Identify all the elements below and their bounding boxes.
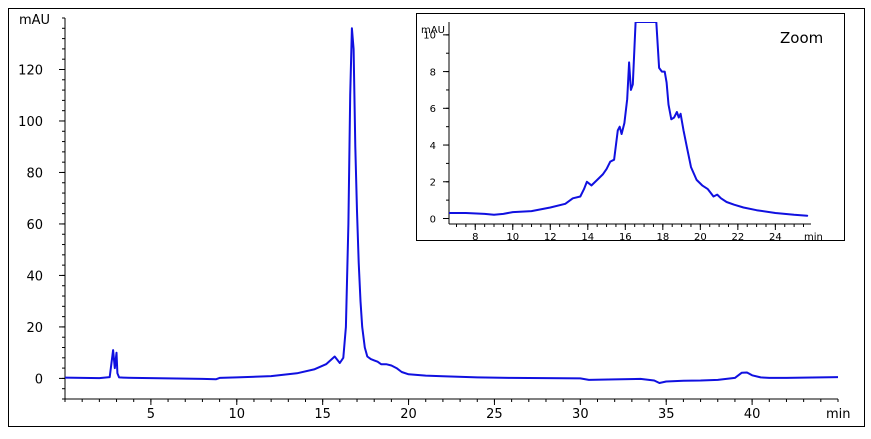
- x-tick-label: 8: [472, 232, 478, 243]
- x-tick-label: 40: [744, 407, 761, 422]
- x-tick-label: 18: [656, 232, 669, 243]
- y-tick-label: 100: [18, 115, 43, 130]
- y-tick-label: 4: [430, 141, 436, 152]
- x-tick-label: 20: [694, 232, 707, 243]
- y-tick-label: 120: [18, 63, 43, 78]
- y-axis-label: mAU: [421, 25, 445, 36]
- y-tick-label: 40: [26, 269, 43, 284]
- chromatogram-trace: [65, 27, 838, 384]
- zoom-inset-box: [416, 13, 845, 241]
- x-tick-label: 12: [544, 232, 557, 243]
- zoom-chromatogram-trace: [449, 22, 809, 217]
- y-axis-label: mAU: [19, 13, 50, 28]
- x-tick-label: 20: [400, 407, 417, 422]
- x-tick-label: 15: [314, 407, 331, 422]
- x-tick-label: 30: [572, 407, 589, 422]
- x-tick-label: 5: [147, 407, 155, 422]
- y-tick-label: 0: [430, 214, 436, 225]
- zoom-title: Zoom: [780, 29, 823, 47]
- x-axis-label: min: [826, 407, 851, 422]
- x-axis-label: min: [804, 232, 823, 243]
- x-tick-label: 22: [731, 232, 744, 243]
- x-tick-label: 16: [619, 232, 632, 243]
- y-tick-label: 10: [423, 31, 436, 42]
- x-tick-label: 25: [486, 407, 503, 422]
- y-tick-label: 8: [430, 67, 436, 78]
- x-tick-label: 10: [229, 407, 246, 422]
- y-tick-label: 60: [26, 218, 43, 233]
- y-tick-label: 20: [26, 321, 43, 336]
- y-tick-label: 2: [430, 178, 436, 189]
- x-tick-label: 14: [581, 232, 594, 243]
- figure-frame: [8, 8, 865, 427]
- y-tick-label: 6: [430, 104, 436, 115]
- x-tick-label: 35: [658, 407, 675, 422]
- x-tick-label: 10: [506, 232, 519, 243]
- y-tick-label: 80: [26, 166, 43, 181]
- x-tick-label: 24: [769, 232, 782, 243]
- y-tick-label: 0: [35, 372, 43, 387]
